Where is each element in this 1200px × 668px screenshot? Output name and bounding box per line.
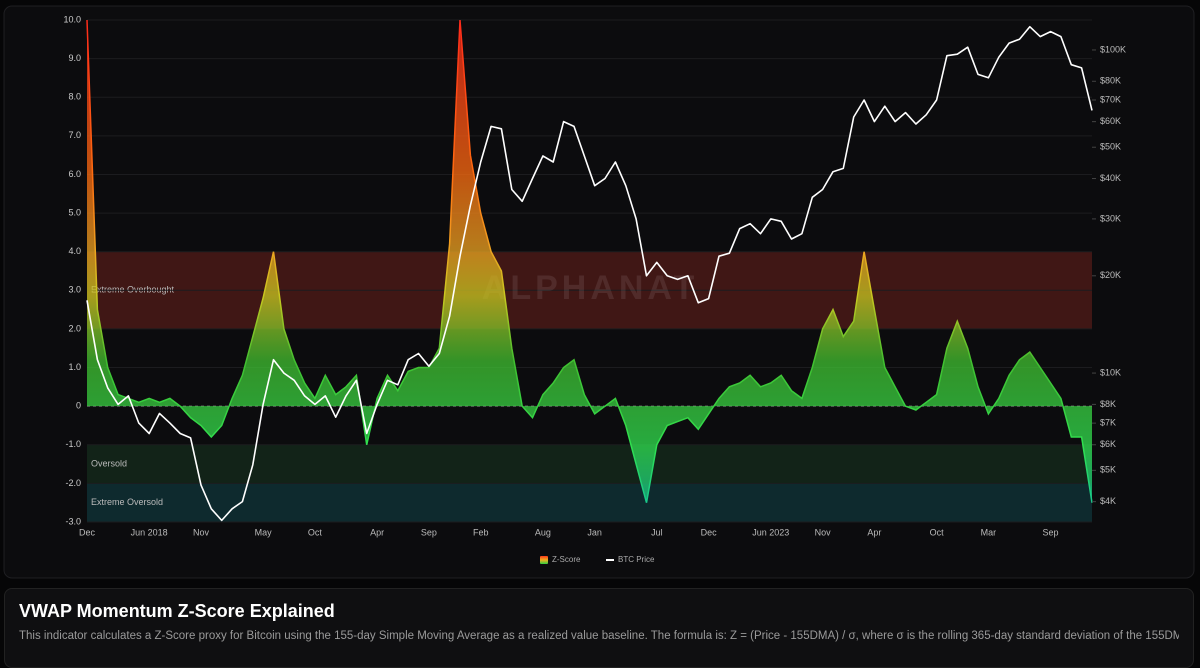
legend-swatch — [540, 556, 548, 564]
y-tick-label: -3.0 — [65, 516, 81, 526]
y2-tick-label: $7K — [1100, 417, 1116, 427]
y2-tick-label: $4K — [1100, 496, 1116, 506]
y2-tick-label: $70K — [1100, 94, 1121, 104]
y-tick-label: 7.0 — [68, 130, 81, 140]
y-tick-label: 3.0 — [68, 285, 81, 295]
x-tick-label: Apr — [867, 527, 881, 537]
band — [87, 444, 1092, 484]
legend-label: BTC Price — [618, 555, 655, 564]
x-tick-label: Dec — [79, 527, 96, 537]
y2-tick-label: $60K — [1100, 116, 1121, 126]
x-tick-label: Oct — [308, 527, 323, 537]
y-tick-label: 0 — [76, 401, 81, 411]
band — [87, 483, 1092, 522]
y2-tick-label: $6K — [1100, 439, 1116, 449]
y-tick-label: 9.0 — [68, 53, 81, 63]
band-label: Extreme Oversold — [91, 497, 163, 507]
x-tick-label: Aug — [535, 527, 551, 537]
x-tick-label: Jun 2023 — [752, 527, 789, 537]
x-tick-label: Sep — [421, 527, 437, 537]
x-tick-label: Apr — [370, 527, 384, 537]
x-tick-label: Jul — [651, 527, 663, 537]
y2-tick-label: $40K — [1100, 173, 1121, 183]
x-tick-label: Jun 2018 — [131, 527, 168, 537]
y-tick-label: 2.0 — [68, 323, 81, 333]
explainer-card: VWAP Momentum Z-Score Explained This ind… — [4, 588, 1194, 668]
legend-label: Z-Score — [552, 555, 581, 564]
y2-tick-label: $5K — [1100, 465, 1116, 475]
x-tick-label: Mar — [981, 527, 997, 537]
y2-tick-label: $30K — [1100, 213, 1121, 223]
band-label: Extreme Overbought — [91, 285, 175, 295]
y2-tick-label: $80K — [1100, 76, 1121, 86]
zscore-area — [87, 20, 1092, 503]
band-label: Oversold — [91, 458, 127, 468]
y-tick-label: 8.0 — [68, 92, 81, 102]
x-tick-label: Jan — [587, 527, 602, 537]
y-tick-label: 1.0 — [68, 362, 81, 372]
y-tick-label: -2.0 — [65, 478, 81, 488]
y2-tick-label: $8K — [1100, 399, 1116, 409]
chart: Extreme Overbought Oversold Extreme Overso… — [3, 5, 1195, 579]
watermark: ALPHANAT — [482, 269, 698, 307]
y-tick-label: 4.0 — [68, 246, 81, 256]
x-tick-label: Feb — [473, 527, 489, 537]
explainer-text: This indicator calculates a Z-Score prox… — [19, 630, 1179, 642]
zscore-line — [86, 19, 1093, 503]
x-tick-label: May — [255, 527, 273, 537]
x-tick-label: Oct — [930, 527, 945, 537]
explainer-title: VWAP Momentum Z-Score Explained — [19, 601, 335, 621]
price-line — [86, 25, 1093, 522]
y-tick-label: -1.0 — [65, 439, 81, 449]
y2-tick-label: $50K — [1100, 142, 1121, 152]
y2-tick-label: $10K — [1100, 367, 1121, 377]
y2-tick-label: $20K — [1100, 270, 1121, 280]
x-tick-label: Nov — [193, 527, 210, 537]
x-tick-label: Dec — [701, 527, 718, 537]
y-tick-label: 5.0 — [68, 207, 81, 217]
y-tick-label: 6.0 — [68, 169, 81, 179]
x-tick-label: Nov — [815, 527, 832, 537]
y-tick-label: 10.0 — [63, 14, 81, 24]
x-tick-label: Sep — [1043, 527, 1059, 537]
y2-tick-label: $100K — [1100, 44, 1126, 54]
